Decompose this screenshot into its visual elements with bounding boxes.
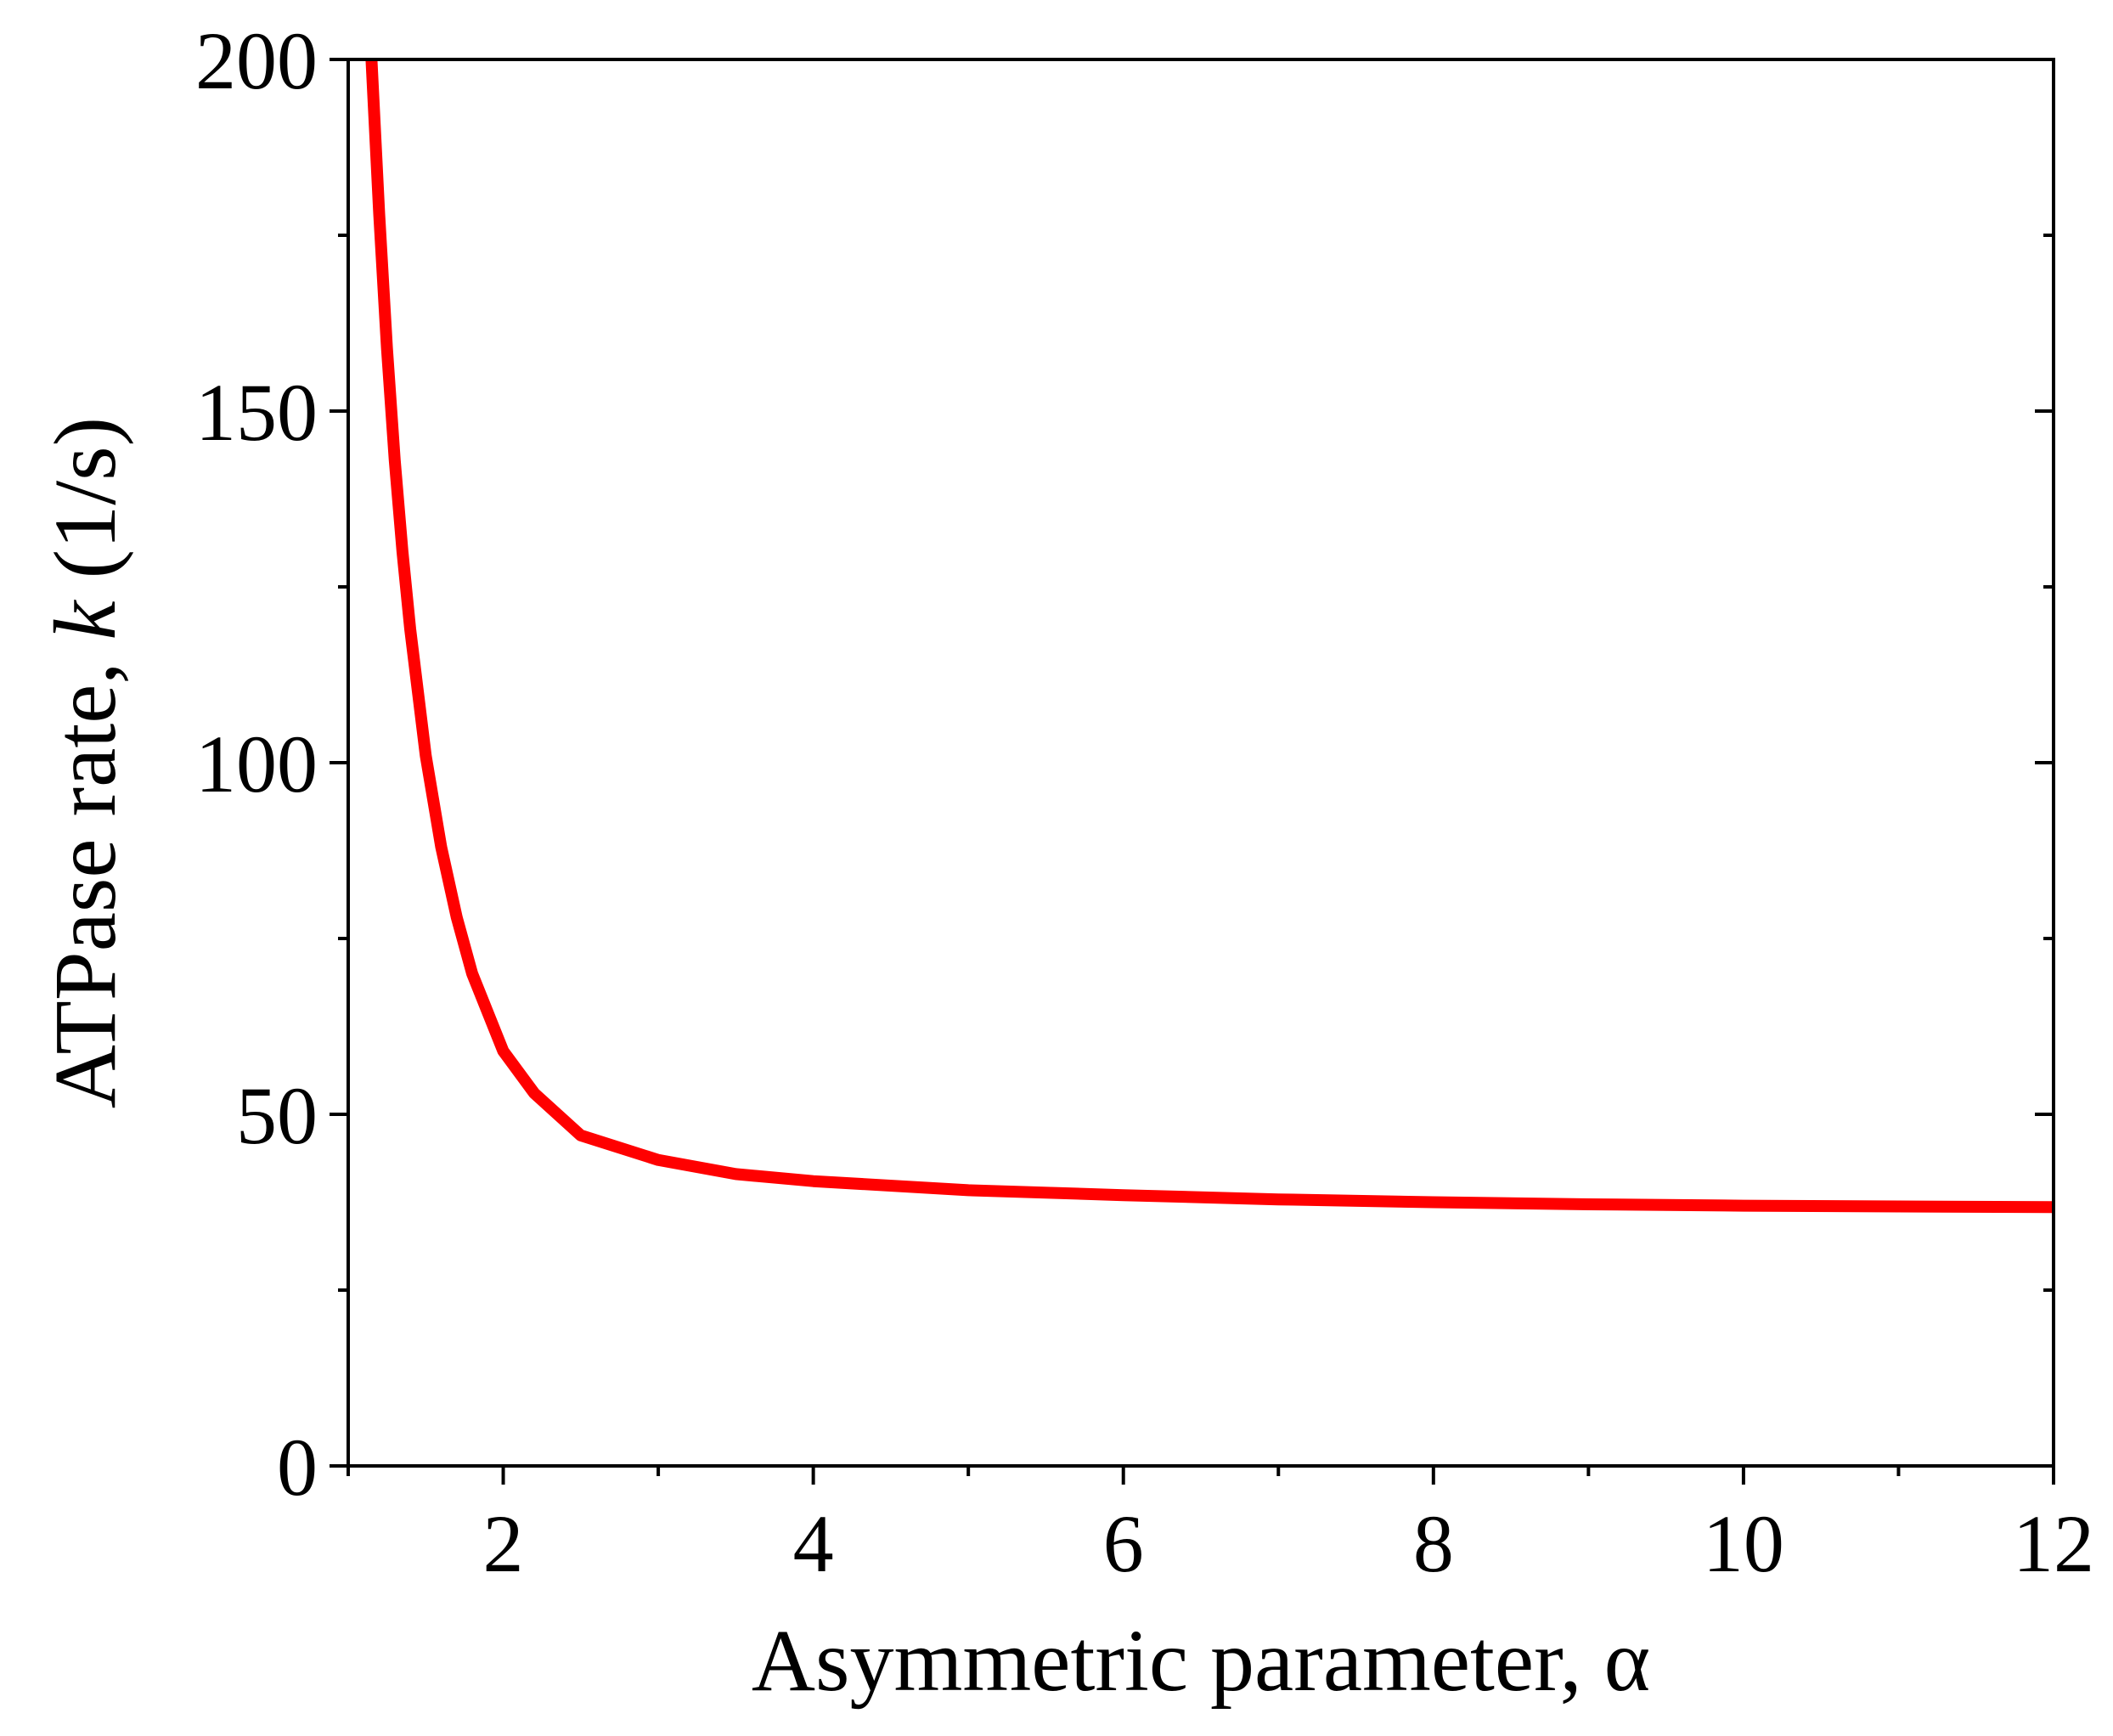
y-axis-title: ATPase rate, k (1/s)	[37, 417, 134, 1108]
x-tick-label: 4	[793, 1498, 834, 1589]
data-series	[365, 59, 2054, 1214]
x-tick-label: 8	[1413, 1498, 1454, 1589]
y-tick-label: 150	[195, 367, 318, 458]
x-axis-title: Asymmetric parameter, α	[752, 1612, 1650, 1710]
tick-labels: 2 4 6 8 10 12 0 50 100 150 200	[195, 15, 2094, 1589]
x-tick-label: 2	[483, 1498, 524, 1589]
y-tick-label: 0	[277, 1422, 318, 1513]
x-tick-label: 10	[1703, 1498, 1784, 1589]
y-tick-label: 50	[236, 1070, 318, 1161]
y-axis-title-variable: k	[37, 600, 134, 640]
x-tick-label: 6	[1103, 1498, 1144, 1589]
y-axis-title-part-1: ATPase rate,	[37, 640, 134, 1109]
y-tick-label: 100	[195, 719, 318, 809]
y-tick-label: 200	[195, 15, 318, 106]
y-axis-title-part-3: (1/s)	[37, 417, 134, 601]
plot-frame	[347, 58, 2055, 1468]
x-tick-label: 12	[2013, 1498, 2094, 1589]
series-line	[365, 59, 2054, 1214]
